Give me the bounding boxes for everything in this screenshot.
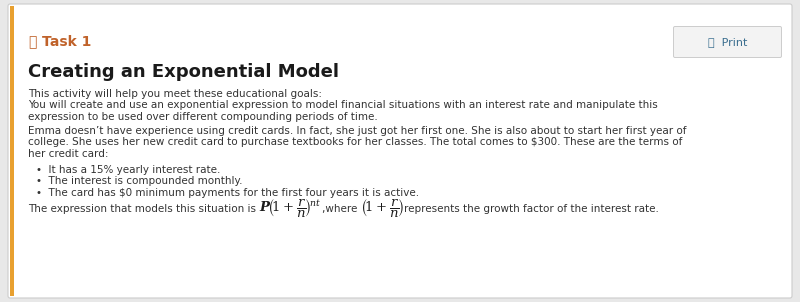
Text: •  The interest is compounded monthly.: • The interest is compounded monthly. [36,176,242,186]
Text: $\left(\!1+\dfrac{r}{n}\!\right)$: $\left(\!1+\dfrac{r}{n}\!\right)$ [360,198,404,220]
Text: This activity will help you meet these educational goals:: This activity will help you meet these e… [28,89,322,99]
FancyBboxPatch shape [674,27,782,57]
Text: 🖨  Print: 🖨 Print [708,37,747,47]
Text: ,where: ,where [322,204,360,214]
Text: $\boldsymbol{P}\!\left(\!1+\dfrac{r}{n}\!\right)^{\!nt}$: $\boldsymbol{P}\!\left(\!1+\dfrac{r}{n}\… [259,198,322,220]
Text: The expression that models this situation is: The expression that models this situatio… [28,204,259,214]
Text: 🖊: 🖊 [28,35,36,49]
Text: Creating an Exponential Model: Creating an Exponential Model [28,63,339,81]
Text: •  The card has $0 minimum payments for the first four years it is active.: • The card has $0 minimum payments for t… [36,188,419,198]
Text: expression to be used over different compounding periods of time.: expression to be used over different com… [28,112,378,122]
FancyBboxPatch shape [8,4,792,298]
Text: college. She uses her new credit card to purchase textbooks for her classes. The: college. She uses her new credit card to… [28,137,682,147]
Text: •  It has a 15% yearly interest rate.: • It has a 15% yearly interest rate. [36,165,220,175]
Text: Emma doesn’t have experience using credit cards. In fact, she just got her first: Emma doesn’t have experience using credi… [28,126,686,136]
Bar [10,6,14,296]
Text: You will create and use an exponential expression to model financial situations : You will create and use an exponential e… [28,101,658,111]
Text: represents the growth factor of the interest rate.: represents the growth factor of the inte… [404,204,659,214]
Text: her credit card:: her credit card: [28,149,109,159]
Text: Task 1: Task 1 [42,35,91,49]
